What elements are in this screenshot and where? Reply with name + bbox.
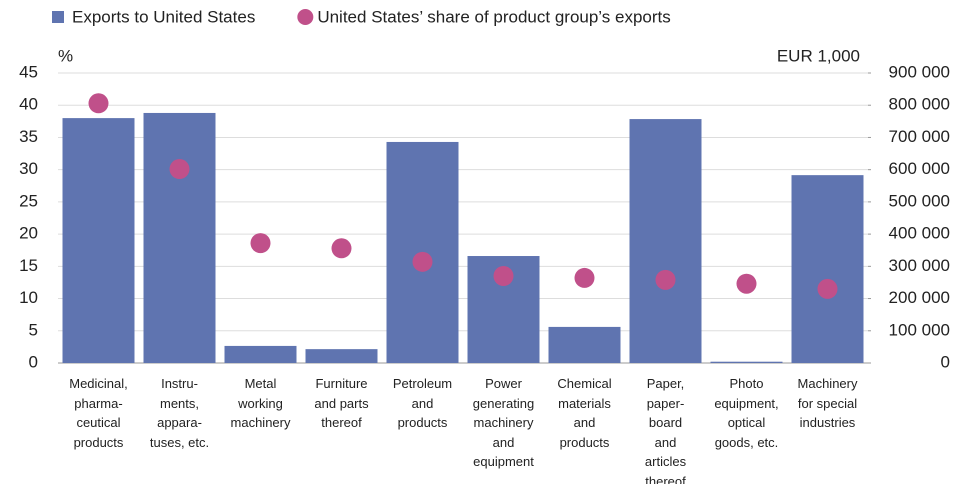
x-tick-label: Instru- ments, appara- tuses, etc. xyxy=(149,376,210,450)
y-tick-label: 30 xyxy=(19,159,38,178)
bar xyxy=(62,118,135,363)
y-tick-label: 35 xyxy=(19,127,38,146)
y2-tick-label: 300 000 xyxy=(889,256,950,275)
y2-tick-label: 100 000 xyxy=(889,320,950,339)
x-tick-label: Photo equipment, optical goods, etc. xyxy=(714,376,779,450)
dot xyxy=(331,238,352,259)
x-tick-label: Medicinal, pharma- ceutical products xyxy=(69,376,128,450)
bar xyxy=(224,345,297,363)
y2-tick-label: 400 000 xyxy=(889,224,950,243)
dot xyxy=(169,159,190,180)
y-tick-label: 5 xyxy=(29,320,38,339)
y2-tick-label: 0 xyxy=(941,352,950,371)
x-tick-label: Machinery for special industries xyxy=(797,376,858,430)
legend-label: United States’ share of product group’s … xyxy=(317,7,670,26)
dot xyxy=(493,266,514,286)
y-axis-label: % xyxy=(58,46,73,65)
legend-swatch xyxy=(297,9,314,25)
bar xyxy=(143,112,216,363)
y2-tick-label: 200 000 xyxy=(889,288,950,307)
y2-tick-label: 800 000 xyxy=(889,95,950,114)
bar xyxy=(548,326,621,363)
y-tick-label: 10 xyxy=(19,288,38,307)
x-tick-label: Furniture and parts thereof xyxy=(314,376,369,430)
x-tick-label: Chemical materials and products xyxy=(557,376,612,450)
dot xyxy=(817,278,838,299)
y2-tick-label: 900 000 xyxy=(889,62,950,81)
dot xyxy=(412,251,433,272)
bar xyxy=(791,175,864,363)
dot xyxy=(88,93,109,114)
bar xyxy=(305,349,378,363)
y2-tick-label: 600 000 xyxy=(889,159,950,178)
legend-swatch xyxy=(52,11,64,23)
dot xyxy=(655,269,676,290)
y-tick-label: 40 xyxy=(19,95,38,114)
bar xyxy=(629,119,702,363)
x-tick-label: Metal working machinery xyxy=(230,376,291,430)
y-tick-label: 0 xyxy=(29,352,38,371)
x-tick-label: Power generating machinery and equipment xyxy=(472,376,535,469)
dot xyxy=(736,273,757,294)
x-tick-label: Paper, paper- board and articles thereof xyxy=(644,376,687,484)
dot xyxy=(574,267,595,288)
y2-tick-label: 700 000 xyxy=(889,127,950,146)
y-tick-label: 15 xyxy=(19,256,38,275)
y2-tick-label: 500 000 xyxy=(889,191,950,210)
x-tick-label: Petroleum and products xyxy=(392,376,453,430)
y-tick-label: 45 xyxy=(19,62,38,81)
bar xyxy=(710,361,783,363)
y-tick-label: 20 xyxy=(19,224,38,243)
legend-label: Exports to United States xyxy=(72,7,255,26)
y2-axis-label: EUR 1,000 xyxy=(777,46,860,65)
dot xyxy=(250,233,271,254)
y-tick-label: 25 xyxy=(19,191,38,210)
